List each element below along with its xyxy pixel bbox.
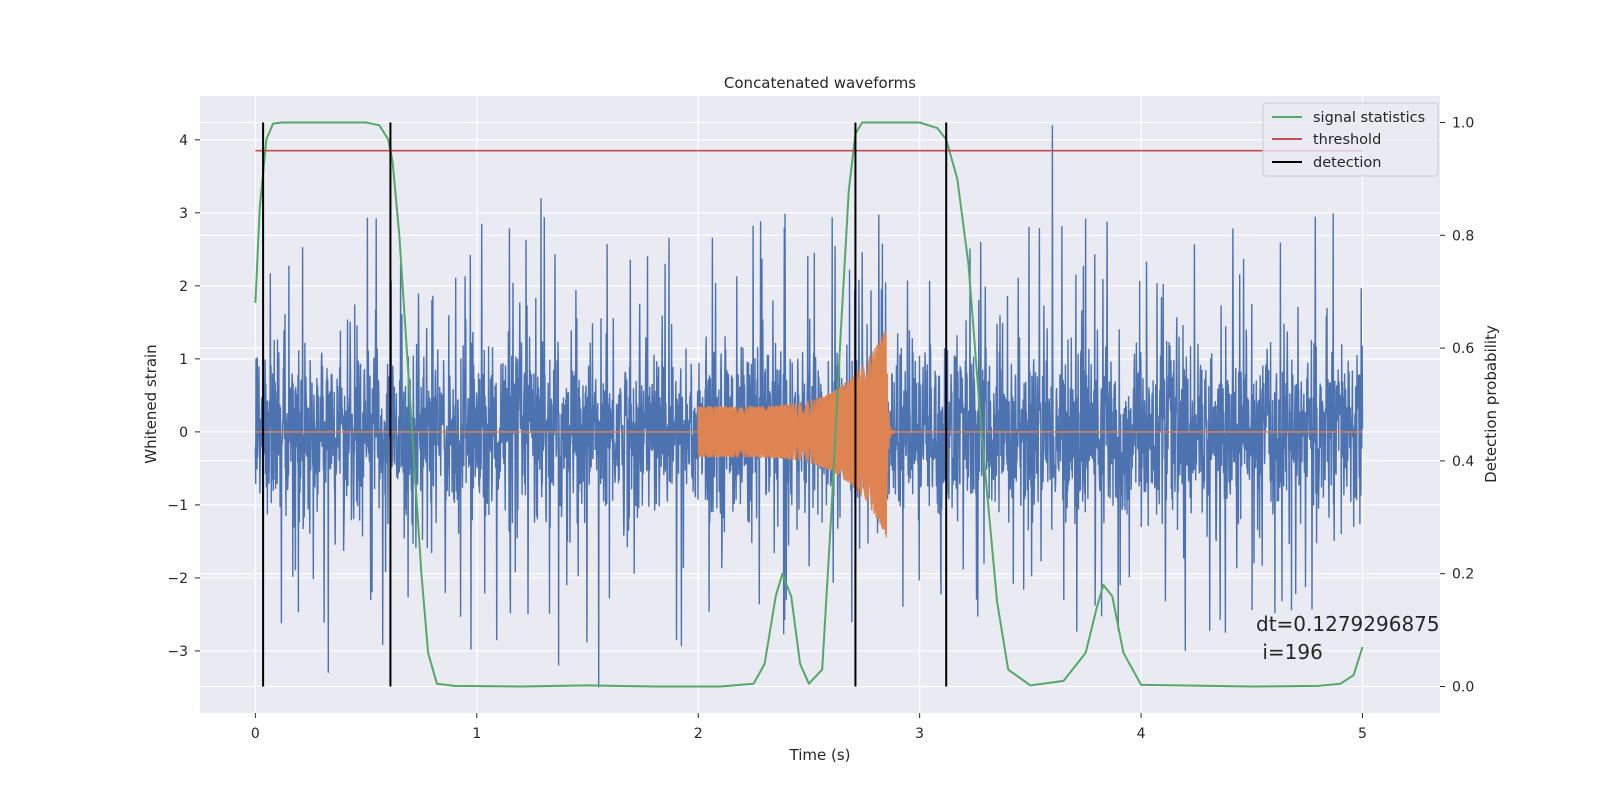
y2-axis-label: Detection probability (1482, 325, 1500, 483)
y-axis-label: Whitened strain (142, 344, 160, 463)
signal-statistics-series (254, 121, 1364, 688)
x-tick-label-2: 2 (694, 726, 703, 742)
template-line (255, 331, 1363, 538)
y2-tick-label-3: 0.6 (1452, 341, 1474, 357)
legend-box (1262, 102, 1439, 177)
x-tick-label-0: 0 (251, 726, 260, 742)
noise-line (254, 125, 1364, 688)
x-tick-label-1: 1 (472, 726, 481, 742)
detection-lines (262, 122, 948, 687)
x-tick-label-4: 4 (1137, 726, 1146, 742)
noise-series (254, 125, 1364, 688)
y-tick-label-3: 0 (179, 425, 188, 441)
y-tick-label-0: −3 (167, 644, 188, 660)
axis-ticks: 0 1 2 3 4 5 −3 −2 −1 0 1 2 3 4 0.0 0.2 0.4 0.6 0.8 1.0 (167, 116, 1474, 742)
y-tick-label-7: 4 (179, 133, 188, 149)
legend-label-signal-statistics: signal statistics (1313, 110, 1425, 126)
chart-title: Concatenated waveforms (724, 74, 916, 92)
y2-tick-label-1: 0.2 (1452, 567, 1474, 583)
y-tick-label-2: −1 (167, 498, 188, 514)
y2-tick-label-5: 1.0 (1452, 116, 1474, 132)
y-tick-label-1: −2 (167, 571, 188, 587)
x-axis-label: Time (s) (789, 746, 851, 764)
x-tick-label-5: 5 (1358, 726, 1367, 742)
y-tick-label-4: 1 (179, 352, 188, 368)
annotation-i: i=196 (1256, 640, 1323, 664)
y-tick-label-5: 2 (179, 279, 188, 295)
signal-statistics-line (254, 121, 1364, 688)
legend-label-detection: detection (1313, 155, 1381, 171)
y2-tick-label-2: 0.4 (1452, 454, 1474, 470)
template-series (255, 331, 1363, 538)
legend-label-threshold: threshold (1313, 132, 1381, 148)
legend: signal statistics threshold detection (1262, 102, 1439, 177)
y-tick-label-6: 3 (179, 206, 188, 222)
x-tick-label-3: 3 (915, 726, 924, 742)
y2-tick-label-4: 0.8 (1452, 228, 1474, 244)
y2-tick-label-0: 0.0 (1452, 679, 1474, 695)
annotation-dt: dt=0.1279296875 (1256, 612, 1440, 636)
